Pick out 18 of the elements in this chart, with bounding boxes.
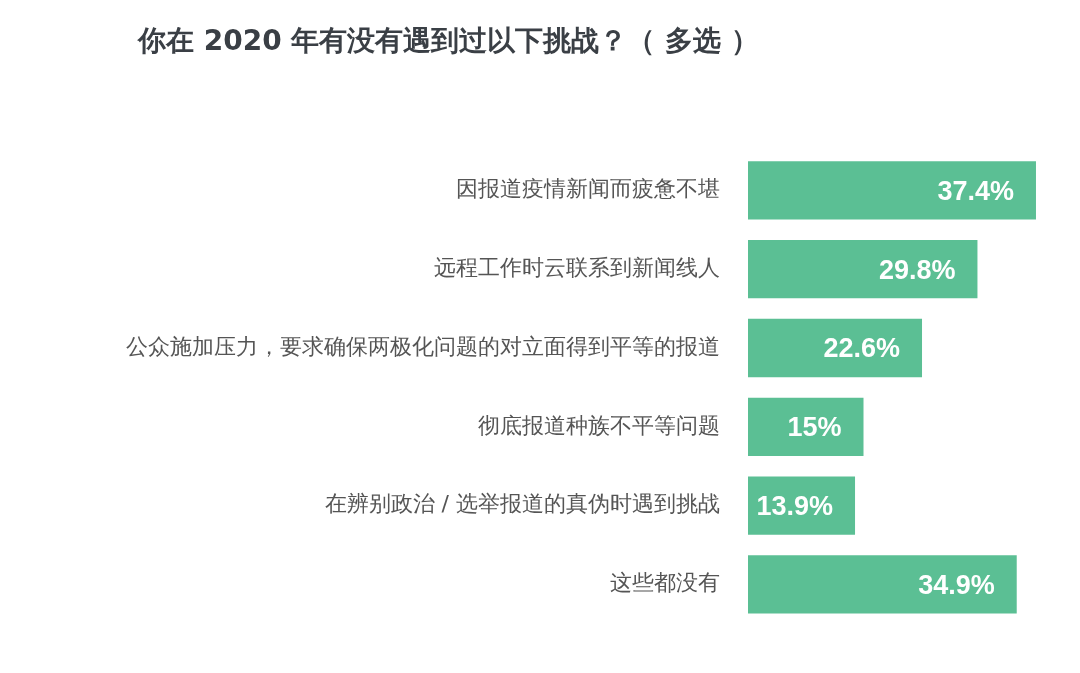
bar — [748, 240, 978, 299]
data-label: 22.6% — [823, 333, 901, 364]
bar — [748, 397, 864, 456]
data-label: 29.8% — [878, 254, 956, 285]
y-tick-label: 这些都没有 — [610, 570, 720, 596]
bar — [748, 161, 1036, 220]
bar — [748, 555, 1017, 614]
y-tick-label: 彻底报道种族不平等问题 — [478, 412, 720, 438]
data-label: 13.9% — [756, 491, 834, 522]
text: 你在 2020 年有没有遇到过以下挑战？（ 多选 ） — [136, 23, 760, 59]
data-label: 37.4% — [937, 175, 1014, 206]
data-label: 34.9% — [918, 569, 995, 600]
y-tick-label: 远程工作时云联系到新闻线人 — [434, 254, 720, 280]
data-label: 15% — [787, 412, 842, 443]
y-tick-label: 在辨别政治 / 选举报道的真伪时遇到挑战 — [324, 491, 720, 517]
bar — [748, 318, 923, 378]
y-tick-label: 公众施加压力，要求确保两极化问题的对立面得到平等的报道 — [126, 333, 720, 359]
y-tick-label: 因报道疫情新闻而疲惫不堪 — [456, 176, 720, 202]
